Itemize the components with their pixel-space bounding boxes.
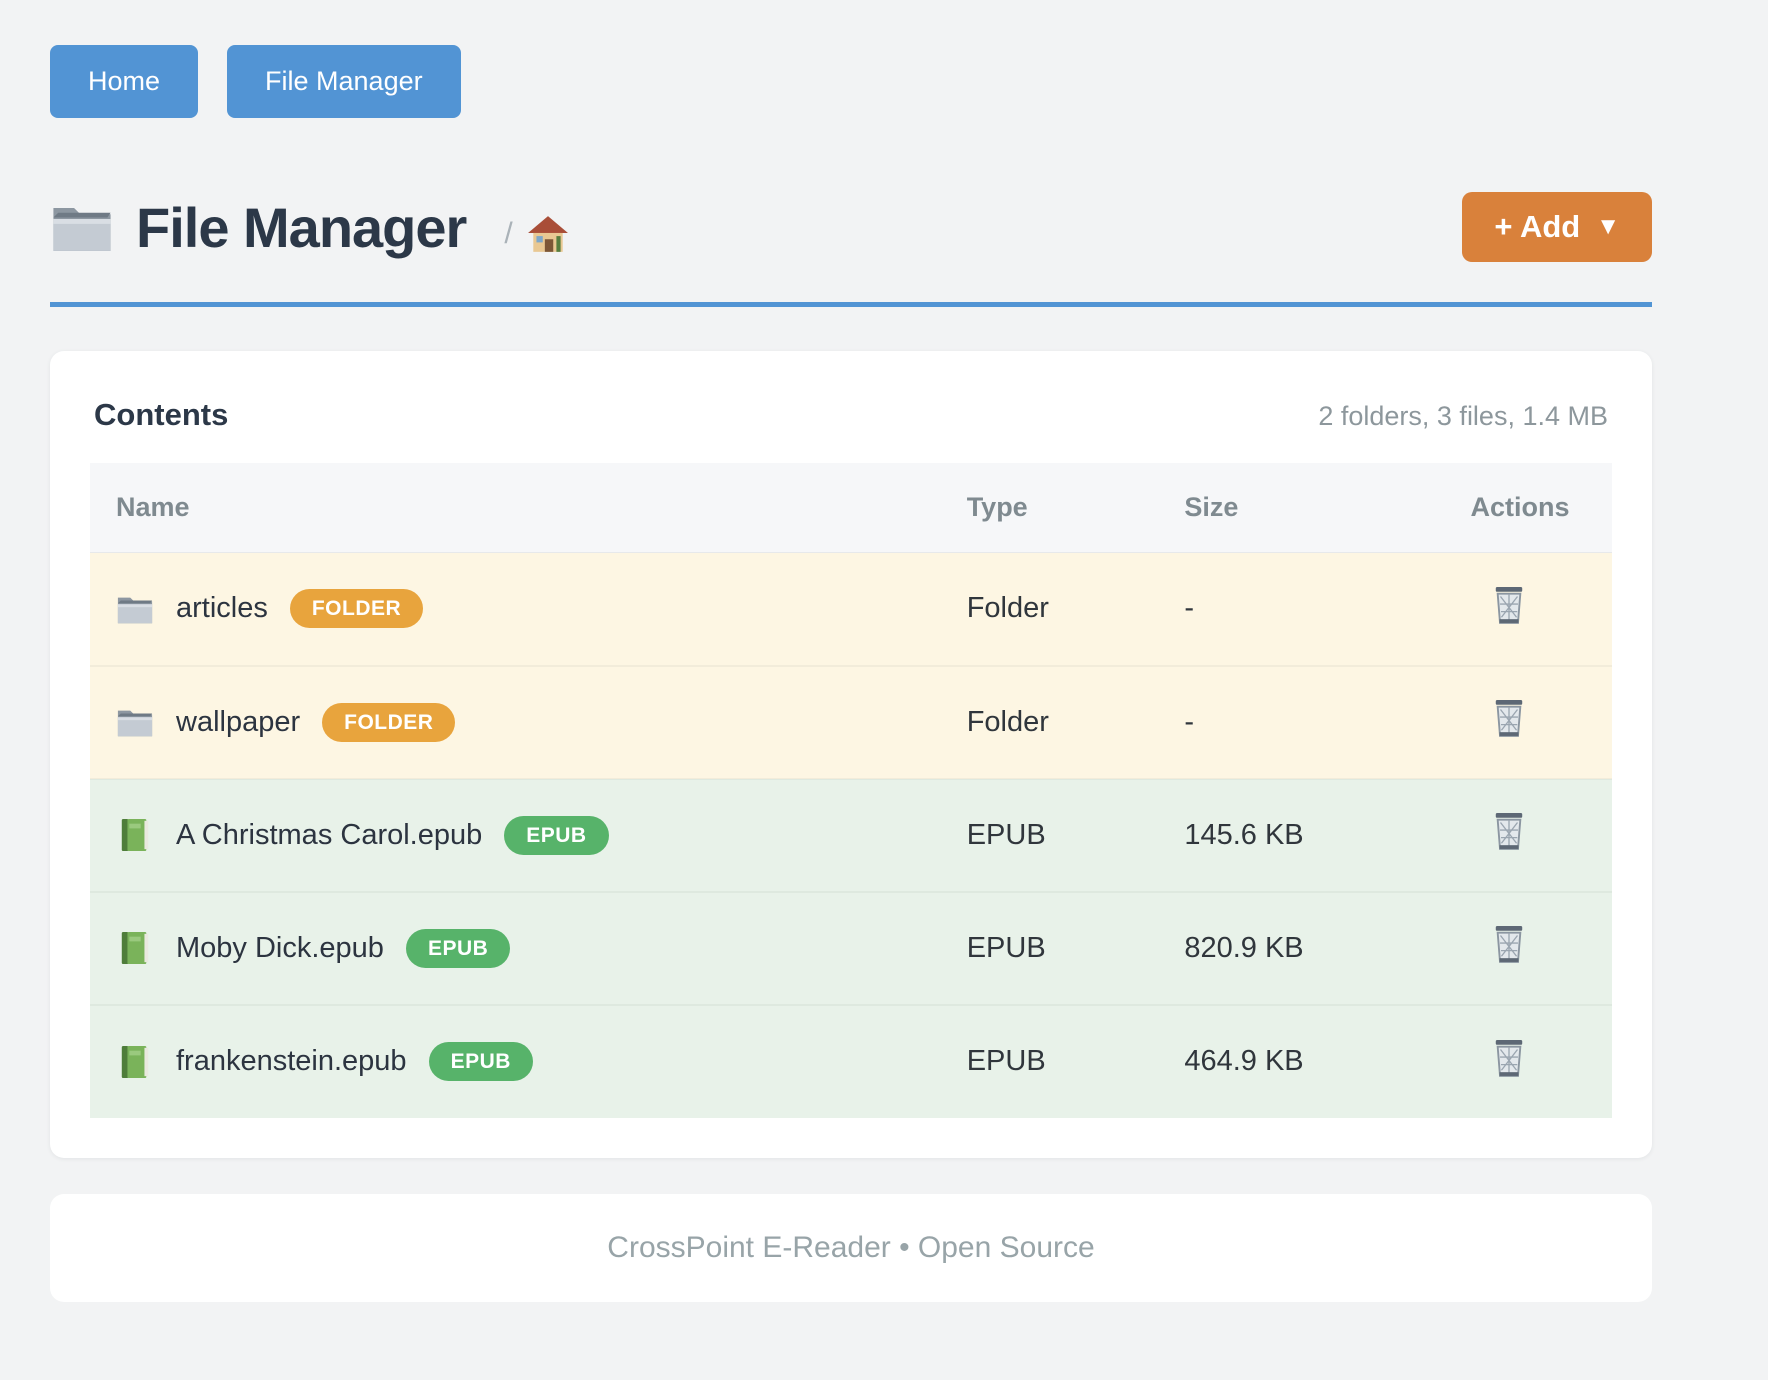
add-button-label: + Add: [1494, 209, 1581, 244]
file-name-link[interactable]: A Christmas Carol.epub: [176, 818, 483, 851]
book-icon: [116, 818, 154, 852]
type-badge: FOLDER: [289, 589, 424, 629]
page-title: File Manager: [136, 195, 467, 259]
type-cell: EPUB: [966, 890, 1185, 1005]
column-header-name[interactable]: Name: [90, 463, 967, 553]
page: Home File Manager File Manager / + Add ▼…: [50, 0, 1652, 1302]
file-name-cell: articles FOLDER: [90, 589, 967, 629]
file-name-cell: Moby Dick.epub EPUB: [90, 928, 967, 968]
size-cell: 464.9 KB: [1184, 1003, 1471, 1118]
size-cell: 145.6 KB: [1184, 777, 1471, 892]
contents-table-body: articles FOLDER Folder - wallpaper FOLDE…: [90, 552, 1612, 1118]
breadcrumb-separator: /: [504, 217, 513, 250]
file-name-link[interactable]: frankenstein.epub: [176, 1045, 407, 1077]
type-badge: EPUB: [504, 815, 609, 855]
files-table: Name Type Size Actions articles FOLDER F…: [90, 463, 1612, 1118]
type-cell: EPUB: [966, 777, 1185, 892]
type-badge: FOLDER: [322, 702, 456, 742]
table-header-row: Name Type Size Actions: [90, 463, 1612, 553]
home-nav-button[interactable]: Home: [50, 45, 199, 118]
column-header-type[interactable]: Type: [966, 463, 1185, 553]
file-name-cell: A Christmas Carol.epub EPUB: [90, 815, 967, 855]
contents-card-header: Contents 2 folders, 3 files, 1.4 MB: [90, 391, 1612, 433]
file-name-link[interactable]: articles: [176, 592, 268, 625]
add-button[interactable]: + Add ▼: [1462, 192, 1652, 262]
type-badge: EPUB: [428, 1042, 533, 1081]
delete-button[interactable]: [1492, 698, 1526, 738]
book-icon: [116, 1045, 154, 1079]
column-header-actions: Actions: [1470, 463, 1612, 553]
delete-button[interactable]: [1492, 924, 1526, 964]
delete-button[interactable]: [1492, 1038, 1526, 1078]
contents-summary: 2 folders, 3 files, 1.4 MB: [1318, 401, 1608, 431]
top-nav: Home File Manager: [50, 45, 1652, 118]
delete-button[interactable]: [1492, 585, 1526, 625]
footer-text: CrossPoint E-Reader • Open Source: [607, 1230, 1095, 1264]
size-cell: -: [1184, 552, 1471, 666]
home-icon[interactable]: [527, 215, 569, 253]
type-badge: EPUB: [405, 928, 511, 968]
file-manager-nav-button[interactable]: File Manager: [227, 45, 461, 118]
size-cell: 820.9 KB: [1184, 890, 1471, 1005]
trash-icon: [1492, 811, 1526, 851]
file-name-link[interactable]: Moby Dick.epub: [176, 931, 384, 964]
table-row: A Christmas Carol.epub EPUB EPUB 145.6 K…: [90, 777, 1612, 892]
column-header-size[interactable]: Size: [1184, 463, 1471, 553]
breadcrumb: /: [504, 215, 568, 253]
trash-icon: [1492, 585, 1526, 625]
file-name-cell: wallpaper FOLDER: [90, 702, 967, 742]
file-name-cell: frankenstein.epub EPUB: [90, 1042, 967, 1081]
folder-icon: [50, 200, 114, 254]
book-icon: [116, 931, 154, 965]
page-header: File Manager / + Add ▼: [50, 192, 1652, 262]
table-row: articles FOLDER Folder -: [90, 552, 1612, 666]
trash-icon: [1492, 924, 1526, 964]
folder-icon: [116, 705, 154, 739]
header-divider: [50, 302, 1652, 307]
footer: CrossPoint E-Reader • Open Source: [50, 1193, 1652, 1302]
type-cell: EPUB: [966, 1003, 1185, 1118]
trash-icon: [1492, 1038, 1526, 1078]
folder-icon: [116, 592, 154, 626]
type-cell: Folder: [966, 552, 1185, 666]
chevron-down-icon: ▼: [1596, 213, 1620, 240]
contents-heading: Contents: [94, 397, 229, 432]
contents-card: Contents 2 folders, 3 files, 1.4 MB Name…: [50, 351, 1652, 1158]
file-name-link[interactable]: wallpaper: [176, 705, 301, 738]
table-row: frankenstein.epub EPUB EPUB 464.9 KB: [90, 1003, 1612, 1118]
size-cell: -: [1184, 664, 1471, 779]
type-cell: Folder: [966, 664, 1185, 779]
trash-icon: [1492, 698, 1526, 738]
table-row: Moby Dick.epub EPUB EPUB 820.9 KB: [90, 890, 1612, 1005]
delete-button[interactable]: [1492, 811, 1526, 851]
table-row: wallpaper FOLDER Folder -: [90, 664, 1612, 779]
